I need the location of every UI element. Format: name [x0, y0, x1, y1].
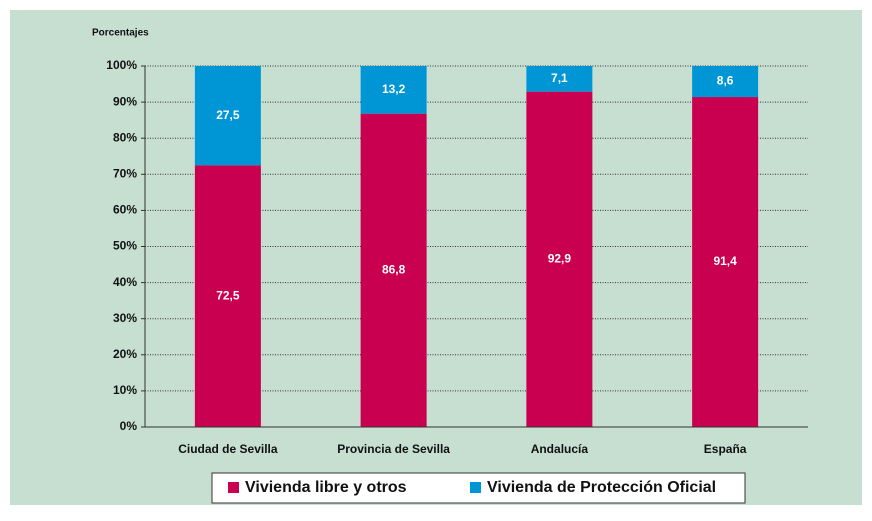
- y-tick-label: 70%: [113, 166, 137, 180]
- value-label: 7,1: [551, 71, 568, 85]
- x-tick-label: Andalucía: [531, 442, 589, 456]
- bar-segment: [526, 91, 593, 428]
- y-tick-label: 20%: [113, 347, 137, 361]
- value-label: 92,9: [548, 251, 572, 265]
- legend-swatch: [470, 482, 481, 493]
- y-tick-label: 10%: [113, 383, 137, 397]
- bar-segment: [360, 66, 427, 114]
- y-axis-label: Porcentajes: [92, 28, 149, 39]
- value-label: 72,5: [216, 288, 240, 302]
- value-label: 8,6: [717, 74, 734, 88]
- x-tick-label: Ciudad de Sevilla: [178, 442, 278, 456]
- x-tick-label: Provincia de Sevilla: [337, 442, 450, 456]
- y-tick-label: 100%: [106, 58, 137, 72]
- bar-segment: [194, 165, 261, 427]
- y-tick-label: 80%: [113, 130, 137, 144]
- bar-segment: [692, 66, 759, 98]
- value-label: 13,2: [382, 82, 406, 96]
- y-tick-label: 40%: [113, 275, 137, 289]
- legend-swatch: [228, 482, 239, 493]
- value-label: 27,5: [216, 108, 240, 122]
- value-label: 86,8: [382, 262, 406, 276]
- y-tick-label: 0%: [120, 419, 138, 433]
- y-tick-label: 30%: [113, 311, 137, 325]
- value-label: 91,4: [713, 254, 737, 268]
- legend-label: Vivienda de Protección Oficial: [487, 479, 716, 496]
- y-tick-label: 50%: [113, 239, 137, 253]
- bar-segment: [526, 66, 593, 92]
- x-tick-label: España: [704, 442, 747, 456]
- bar-segment: [692, 97, 759, 428]
- bar-segment: [360, 113, 427, 427]
- bar-segment: [194, 66, 261, 166]
- legend-label: Vivienda libre y otros: [245, 479, 407, 496]
- y-tick-label: 90%: [113, 94, 137, 108]
- y-tick-label: 60%: [113, 203, 137, 217]
